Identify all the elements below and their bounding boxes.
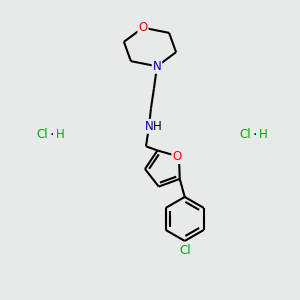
Text: H: H [259, 128, 267, 142]
Text: Cl: Cl [179, 244, 190, 257]
Text: H: H [56, 128, 64, 142]
Text: ·: · [50, 128, 54, 142]
Text: O: O [172, 150, 182, 163]
Text: Cl: Cl [239, 128, 251, 142]
Text: N: N [153, 60, 161, 73]
Text: N: N [145, 120, 153, 133]
Text: H: H [153, 120, 161, 133]
Text: ·: · [253, 128, 257, 142]
Text: Cl: Cl [36, 128, 48, 142]
Text: O: O [138, 21, 148, 34]
